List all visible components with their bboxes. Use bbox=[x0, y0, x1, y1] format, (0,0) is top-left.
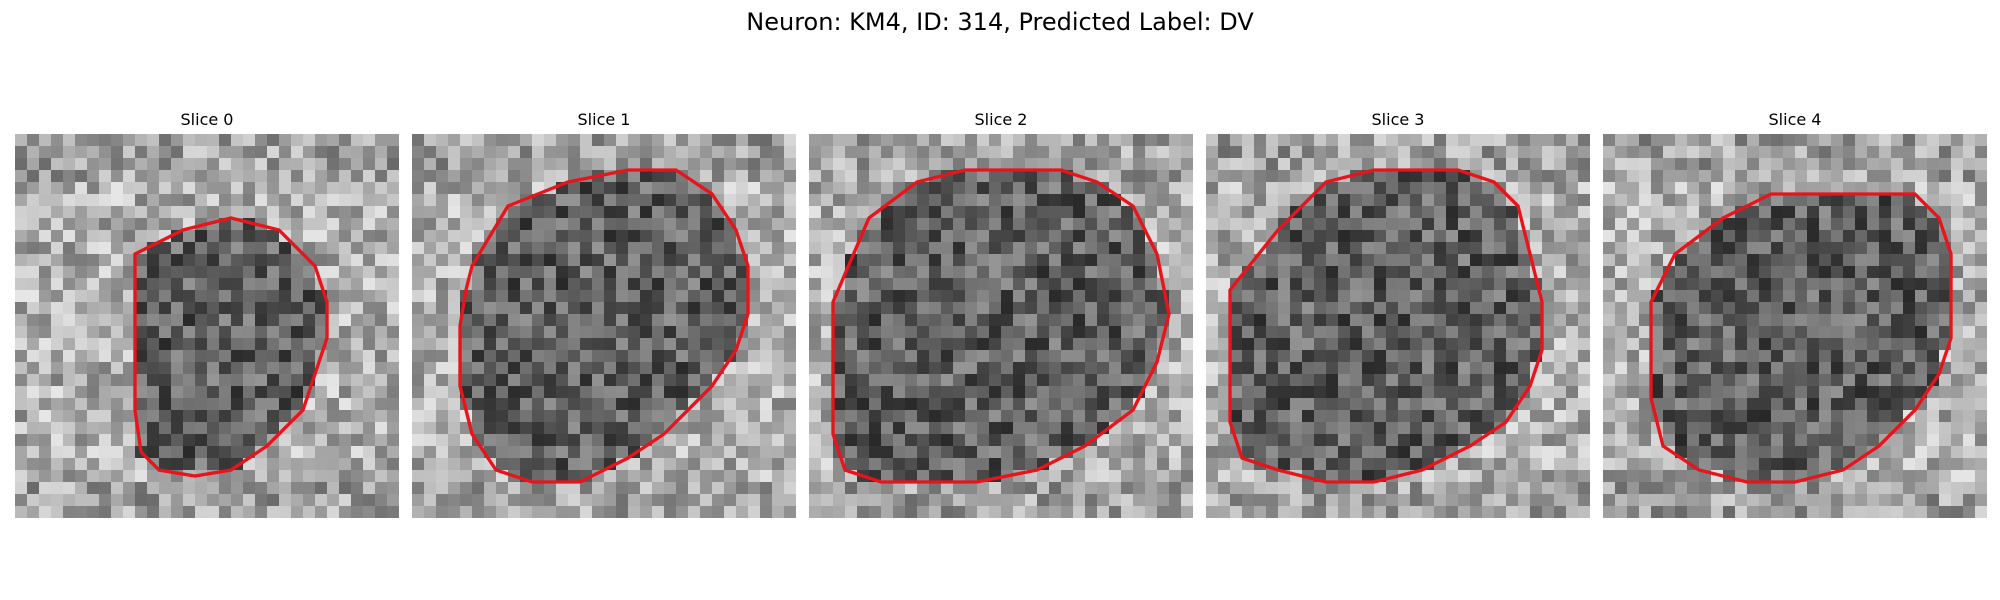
contour-outline-3 bbox=[1228, 168, 1544, 484]
slice-panel-3: Slice 3 bbox=[1206, 109, 1590, 518]
contour-outline-4 bbox=[1649, 192, 1953, 484]
slice-image-2 bbox=[809, 134, 1193, 518]
slice-panel-1: Slice 1 bbox=[412, 109, 796, 518]
slice-panel-2: Slice 2 bbox=[809, 109, 1193, 518]
slice-title-4: Slice 4 bbox=[1768, 110, 1822, 129]
slice-panel-4: Slice 4 bbox=[1603, 109, 1987, 518]
slice-title-1: Slice 1 bbox=[577, 110, 631, 129]
slice-image-0 bbox=[15, 134, 399, 518]
contour-outline-2 bbox=[831, 168, 1171, 484]
slice-panel-0: Slice 0 bbox=[15, 109, 399, 518]
slice-image-1 bbox=[412, 134, 796, 518]
slice-title-2: Slice 2 bbox=[974, 110, 1028, 129]
contour-outline-1 bbox=[458, 168, 750, 484]
figure-title: Neuron: KM4, ID: 314, Predicted Label: D… bbox=[746, 8, 1254, 36]
slice-image-3 bbox=[1206, 134, 1590, 518]
slice-image-4 bbox=[1603, 134, 1987, 518]
contour-outline-0 bbox=[133, 216, 329, 478]
slice-title-0: Slice 0 bbox=[180, 110, 234, 129]
slice-title-3: Slice 3 bbox=[1371, 110, 1425, 129]
